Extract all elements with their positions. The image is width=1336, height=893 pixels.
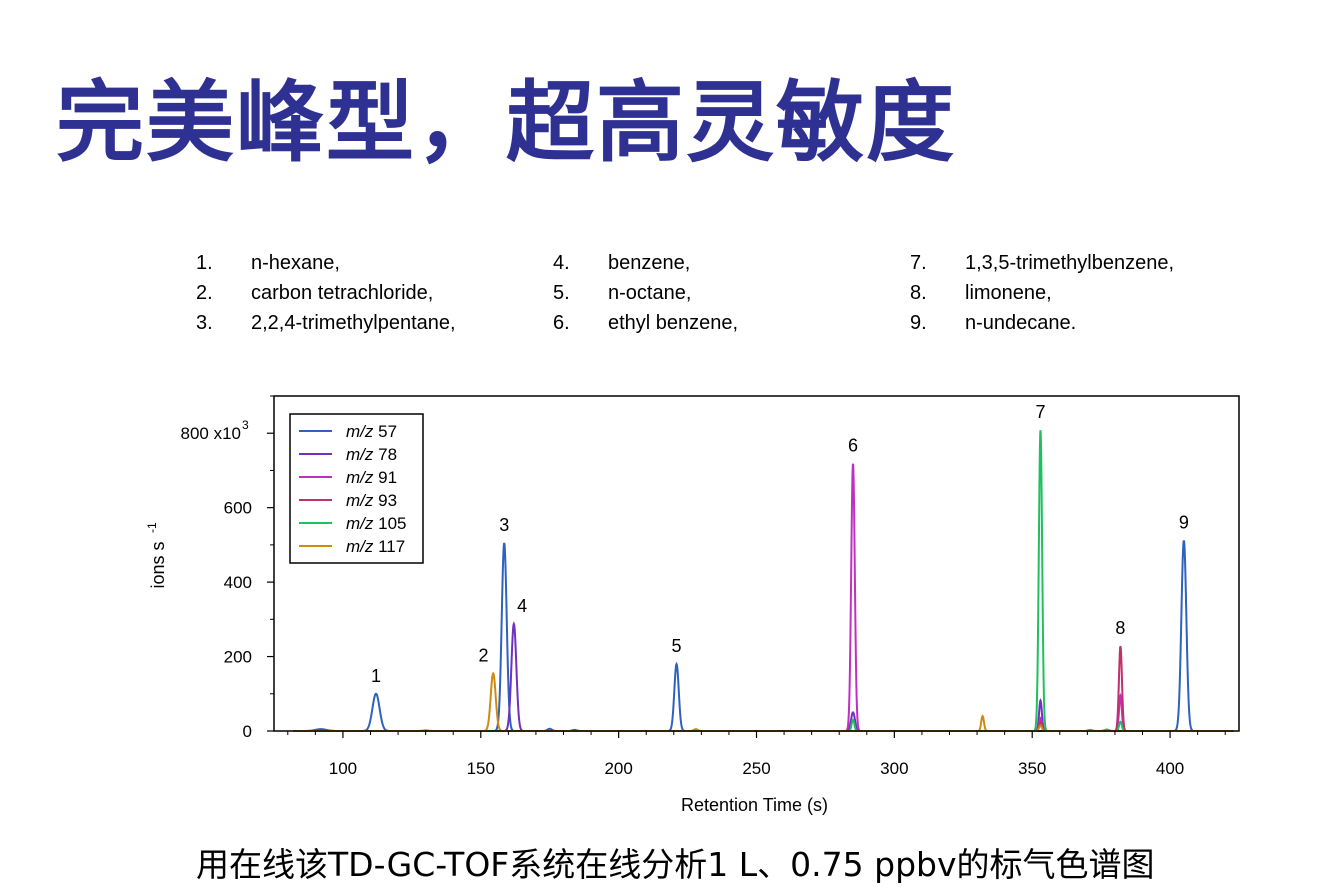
legend-entry: m/z 91 (346, 468, 397, 487)
compound-column-2: 4. benzene, 5. n-octane, 6. ethyl benzene, (553, 252, 893, 342)
series-line-mz-91 (293, 463, 1234, 732)
compound-list: 1. n-hexane, 2. carbon tetrachloride, 3. 2,… (0, 252, 1336, 342)
legend-entry: m/z 117 (346, 537, 405, 556)
legend-entry: m/z 57 (346, 422, 397, 441)
compound-item: 7. 1,3,5-trimethylbenzene, (910, 252, 1250, 282)
y-axis-label-exponent: -1 (145, 522, 159, 533)
plot-area (293, 430, 1234, 732)
y-axis-label-group: ions s -1 (145, 522, 168, 589)
y-tick-exponent: 3 (242, 418, 249, 432)
compound-number: 9. (910, 312, 927, 334)
legend-entry: m/z 78 (346, 445, 397, 464)
compound-item: 9. n-undecane. (910, 312, 1250, 342)
x-tick-label: 200 (604, 759, 632, 778)
legend-entry: m/z 93 (346, 491, 397, 510)
peak-label-2: 2 (479, 645, 489, 665)
y-tick-label: 200 (224, 648, 252, 667)
compound-number: 2. (196, 282, 213, 304)
compound-name: carbon tetrachloride, (251, 282, 434, 304)
y-tick-label: 600 (224, 499, 252, 518)
compound-name: benzene, (608, 252, 691, 274)
peak-label-1: 1 (371, 666, 381, 686)
series-line-mz-57 (293, 540, 1234, 732)
compound-number: 7. (910, 252, 927, 274)
chart-legend: m/z 57 m/z 78 m/z 91 m/z 93 m/z 105 m/z 117 (289, 413, 424, 564)
compound-column-1: 1. n-hexane, 2. carbon tetrachloride, 3. 2,… (196, 252, 536, 342)
peak-label-3: 3 (499, 515, 509, 535)
compound-name: ethyl benzene, (608, 312, 739, 334)
page-title: 完美峰型，超高灵敏度 (56, 71, 957, 174)
x-axis-label: Retention Time (s) (681, 795, 828, 815)
compound-name: limonene, (965, 282, 1052, 304)
compound-name: n-undecane. (965, 312, 1077, 334)
x-tick-label: 150 (467, 759, 495, 778)
x-tick-label: 400 (1156, 759, 1184, 778)
compound-item: 6. ethyl benzene, (553, 312, 893, 342)
compound-item: 1. n-hexane, (196, 252, 536, 282)
peak-label-8: 8 (1115, 618, 1125, 638)
compound-number: 1. (196, 252, 213, 274)
compound-item: 5. n-octane, (553, 282, 893, 312)
peak-label-4: 4 (517, 596, 527, 616)
series-line-mz-93 (293, 645, 1234, 732)
compound-number: 4. (553, 252, 570, 274)
compound-name: n-hexane, (251, 252, 340, 274)
series-line-mz-117 (293, 671, 1234, 732)
peak-label-6: 6 (848, 436, 858, 456)
x-tick-label: 300 (880, 759, 908, 778)
y-tick-label: 800 x10 (181, 424, 242, 443)
x-tick-label: 100 (329, 759, 357, 778)
compound-name: n-octane, (608, 282, 692, 304)
peak-label-5: 5 (672, 636, 682, 656)
compound-item: 4. benzene, (553, 252, 893, 282)
peak-label-7: 7 (1035, 402, 1045, 422)
peak-label-9: 9 (1179, 512, 1189, 532)
compound-column-3: 7. 1,3,5-trimethylbenzene, 8. limonene, 9.… (910, 252, 1250, 342)
compound-name: 1,3,5-trimethylbenzene, (965, 252, 1175, 274)
compound-number: 6. (553, 312, 570, 334)
compound-number: 3. (196, 312, 213, 334)
figure-caption: 用在线该TD-GC-TOF系统在线分析1 L、0.75 ppbv的标气色谱图 (196, 845, 1155, 884)
series-line-mz-105 (293, 430, 1234, 732)
y-axis-label: ions s (148, 541, 168, 588)
compound-item: 3. 2,2,4-trimethylpentane, (196, 312, 536, 342)
compound-number: 5. (553, 282, 570, 304)
x-tick-label: 250 (742, 759, 770, 778)
series-line-mz-78 (293, 621, 1234, 732)
compound-number: 8. (910, 282, 927, 304)
compound-item: 2. carbon tetrachloride, (196, 282, 536, 312)
compound-name: 2,2,4-trimethylpentane, (251, 312, 456, 334)
legend-entry: m/z 105 (346, 514, 406, 533)
y-tick-label: 400 (224, 573, 252, 592)
x-tick-label: 350 (1018, 759, 1046, 778)
y-tick-label: 0 (243, 722, 252, 741)
legend-box (289, 413, 424, 564)
compound-item: 8. limonene, (910, 282, 1250, 312)
